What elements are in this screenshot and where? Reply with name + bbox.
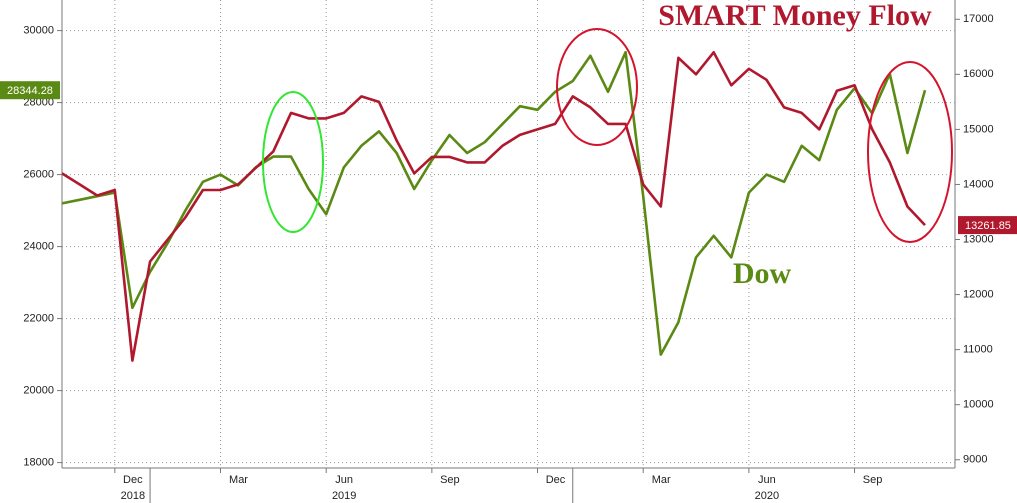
- x-tick-label: Dec: [123, 474, 143, 486]
- y2-tick-label: 15000: [963, 123, 994, 135]
- x-tick-label: Mar: [652, 474, 671, 486]
- last-value-box: [0, 81, 60, 100]
- x-tick-label: Sep: [863, 474, 883, 486]
- x-tick-label: Dec: [546, 474, 566, 486]
- y2-tick-label: 16000: [963, 68, 994, 80]
- y-tick-label: 18000: [23, 457, 54, 469]
- y2-tick-label: 12000: [963, 288, 994, 300]
- line-series: [61, 50, 927, 356]
- last-value-label: 28344.28: [7, 85, 53, 97]
- y2-tick-label: 13000: [963, 233, 994, 245]
- y-tick-label: 22000: [23, 313, 54, 325]
- year-label: 2019: [332, 490, 356, 502]
- y2-tick-label: 9000: [963, 454, 987, 466]
- last-value-label: 13261.85: [965, 220, 1011, 232]
- x-tick-label: Mar: [229, 474, 248, 486]
- marks: [61, 0, 955, 468]
- y-tick-label: 20000: [23, 385, 54, 397]
- series-label: Dow: [733, 257, 792, 290]
- highlight-circle: [262, 91, 324, 233]
- y2-tick-label: 11000: [963, 344, 993, 356]
- x-tick-label: Jun: [758, 474, 776, 486]
- y-tick-label: 24000: [23, 241, 54, 253]
- series-label: SMART Money Flow: [658, 0, 932, 32]
- y2-tick-label: 14000: [963, 178, 994, 190]
- y-tick-label: 28000: [23, 97, 54, 109]
- y-tick-label: 30000: [23, 25, 54, 37]
- year-label: 2020: [755, 490, 779, 502]
- highlight-circle: [867, 61, 953, 243]
- highlight-circle: [556, 28, 638, 146]
- x-tick-label: Jun: [335, 474, 353, 486]
- y2-tick-label: 10000: [963, 399, 994, 411]
- x-tick-label: Sep: [440, 474, 460, 486]
- year-label: 2018: [121, 490, 145, 502]
- last-value-box: [958, 216, 1017, 235]
- line-series: [61, 51, 926, 362]
- y2-tick-label: 17000: [963, 13, 994, 25]
- y-tick-label: 26000: [23, 169, 54, 181]
